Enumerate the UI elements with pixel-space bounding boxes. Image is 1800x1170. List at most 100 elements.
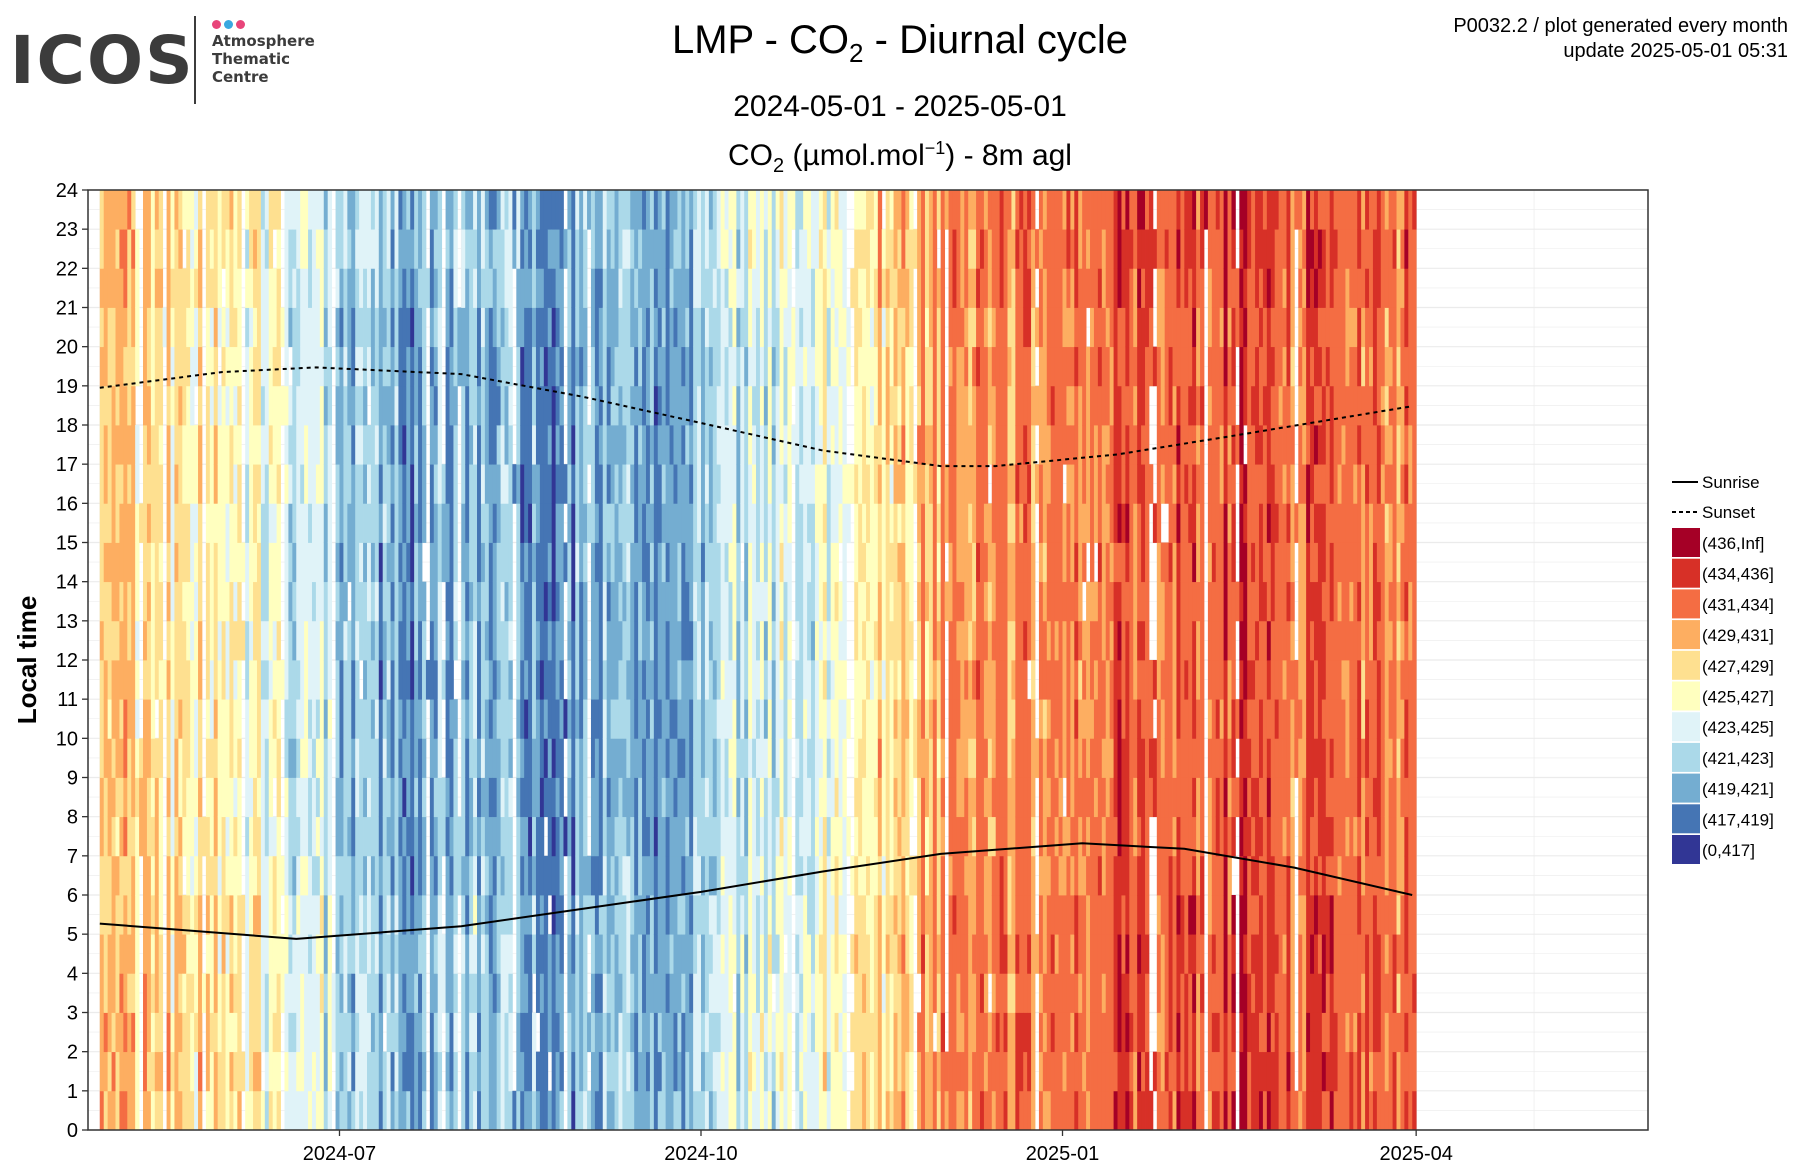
heatmap-cell [473,816,478,857]
heatmap-cell [488,581,494,622]
heatmap-cell [598,699,604,739]
heatmap-cell [119,425,124,465]
heatmap-cell [775,973,780,1013]
heatmap-cell [382,895,388,935]
heatmap-cell [418,934,423,974]
heatmap-cell [335,190,340,230]
heatmap-cell [441,464,446,504]
heatmap-cell [921,425,926,465]
heatmap-cell [826,190,832,230]
heatmap-cell [205,229,211,269]
heatmap-cell [854,816,859,857]
heatmap-cell [288,1090,293,1131]
heatmap-cell [182,346,187,387]
heatmap-cell [245,1051,250,1092]
heatmap-cell [209,973,215,1013]
heatmap-cell [885,738,891,778]
heatmap-cell [645,973,651,1013]
heatmap-cell [932,1090,938,1131]
heatmap-cell [885,699,891,739]
heatmap-cell [461,738,466,778]
heatmap-cell [359,464,364,504]
heatmap-cell [901,464,906,504]
heatmap-cell [390,190,395,230]
heatmap-cell [866,816,871,857]
heatmap-cell [649,307,655,348]
heatmap-cell [657,307,663,348]
heatmap-cell [630,542,635,583]
heatmap-cell [708,229,714,269]
heatmap-cell [461,425,466,465]
heatmap-cell [351,346,356,387]
heatmap-cell [700,777,706,818]
heatmap-cell [594,346,600,387]
heatmap-cell [174,425,179,465]
heatmap-cell [744,855,749,896]
heatmap-cell [740,699,745,739]
heatmap-cell [661,464,667,504]
heatmap-cell [885,268,891,308]
heatmap-cell [390,1090,395,1131]
heatmap-cell [811,1012,816,1053]
heatmap-cell [716,1051,722,1092]
heatmap-cell [610,229,615,269]
heatmap-cell [143,816,148,857]
heatmap-cell [807,542,812,583]
heatmap-cell [135,1012,140,1053]
heatmap-cell [909,307,914,348]
heatmap-cell [532,1090,537,1131]
heatmap-cell [135,346,140,387]
heatmap-cell [516,346,521,387]
heatmap-cell [256,699,262,739]
heatmap-cell [366,660,372,700]
heatmap-cell [237,503,242,543]
heatmap-cell [339,934,344,974]
heatmap-cell [622,777,627,818]
heatmap-cell [736,346,741,387]
heatmap-cell [535,581,541,622]
heatmap-cell [217,777,223,818]
heatmap-cell [469,346,474,387]
heatmap-cell [520,699,525,739]
heatmap-cell [402,268,407,308]
heatmap-cell [924,816,930,857]
heatmap-cell [756,581,761,622]
heatmap-cell [119,973,124,1013]
heatmap-cell [559,542,564,583]
heatmap-cell [728,307,733,348]
heatmap-cell [759,777,765,818]
heatmap-cell [520,503,525,543]
heatmap-cell [838,581,843,622]
heatmap-cell [477,190,482,230]
heatmap-cell [398,1051,403,1092]
heatmap-cell [524,934,529,974]
heatmap-cell [355,425,360,465]
heatmap-cell [284,699,289,739]
heatmap-cell [956,581,961,622]
heatmap-cell [551,934,557,974]
heatmap-cell [508,855,513,896]
heatmap-cell [854,268,859,308]
heatmap-cell [618,895,623,935]
heatmap-cell [213,855,219,896]
heatmap-cell [504,385,509,426]
heatmap-cell [343,503,348,543]
heatmap-cell [657,346,663,387]
heatmap-cell [783,973,788,1013]
heatmap-cell [351,855,356,896]
heatmap-cell [359,699,364,739]
heatmap-cell [528,895,533,935]
heatmap-cell [422,307,427,348]
heatmap-cell [610,738,615,778]
heatmap-cell [901,542,906,583]
heatmap-cell [893,738,898,778]
heatmap-cell [716,777,722,818]
heatmap-cell [359,229,364,269]
heatmap-cell [351,816,356,857]
chart-period: 2024-05-01 - 2025-05-01 [733,90,1067,123]
heatmap-cell [382,699,388,739]
heatmap-cell [834,542,839,583]
heatmap-cell [728,777,733,818]
heatmap-cell [866,934,871,974]
heatmap-cell [366,973,372,1013]
